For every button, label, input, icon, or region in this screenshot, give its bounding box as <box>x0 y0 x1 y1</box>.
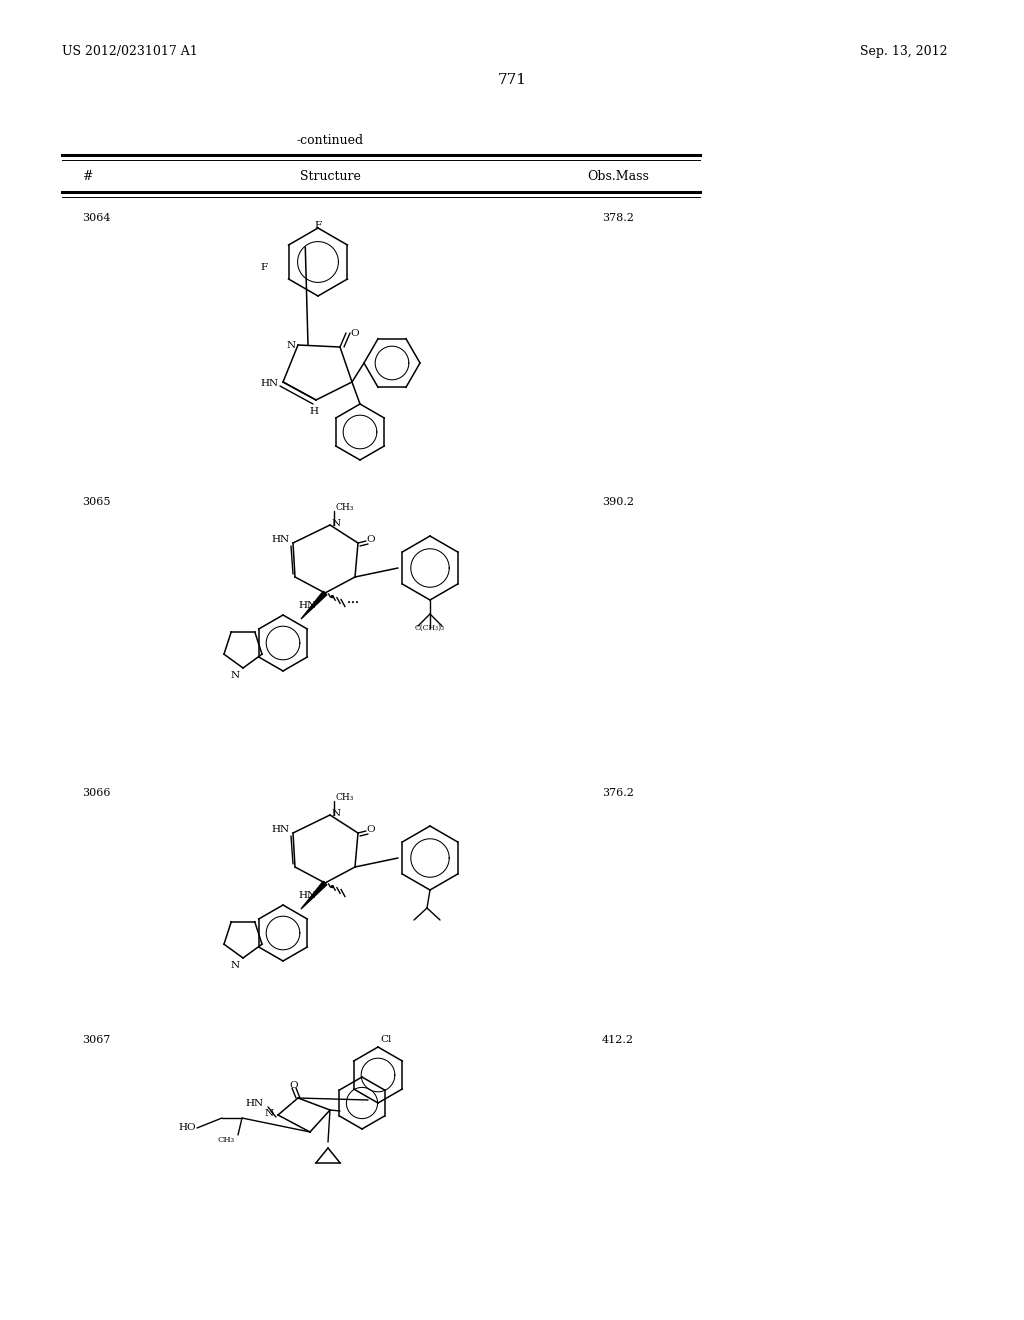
Text: Sep. 13, 2012: Sep. 13, 2012 <box>860 45 947 58</box>
Text: HN: HN <box>272 825 290 834</box>
Text: O: O <box>290 1081 298 1090</box>
Text: HN: HN <box>246 1098 264 1107</box>
Text: •: • <box>328 883 335 894</box>
Text: O: O <box>350 330 358 338</box>
Text: HN: HN <box>272 536 290 544</box>
Text: CH₃: CH₃ <box>218 1137 234 1144</box>
Polygon shape <box>301 882 327 909</box>
Text: •: • <box>328 593 335 603</box>
Text: -continued: -continued <box>296 133 364 147</box>
Text: F: F <box>314 220 322 230</box>
Text: F: F <box>261 264 268 272</box>
Text: US 2012/0231017 A1: US 2012/0231017 A1 <box>62 45 198 58</box>
Text: N: N <box>332 808 341 817</box>
Text: CH₃: CH₃ <box>336 503 354 511</box>
Text: 3066: 3066 <box>82 788 111 799</box>
Text: Cl: Cl <box>380 1035 391 1044</box>
Text: 378.2: 378.2 <box>602 213 634 223</box>
Text: 3064: 3064 <box>82 213 111 223</box>
Text: #: # <box>82 170 92 183</box>
Text: Structure: Structure <box>300 170 360 183</box>
Text: 771: 771 <box>498 73 526 87</box>
Text: N: N <box>332 519 341 528</box>
Text: HO: HO <box>178 1123 196 1133</box>
Text: O: O <box>366 536 375 544</box>
Text: •••: ••• <box>347 599 359 607</box>
Text: N: N <box>265 1110 274 1118</box>
Text: N: N <box>230 961 240 970</box>
Text: HN: HN <box>261 380 279 388</box>
Text: O: O <box>366 825 375 834</box>
Text: CH₃: CH₃ <box>336 792 354 801</box>
Text: 412.2: 412.2 <box>602 1035 634 1045</box>
Text: N: N <box>230 672 240 681</box>
Text: C(CH₃)₃: C(CH₃)₃ <box>415 624 445 632</box>
Text: 390.2: 390.2 <box>602 498 634 507</box>
Text: N: N <box>287 342 296 351</box>
Text: 3067: 3067 <box>82 1035 111 1045</box>
Text: HN: HN <box>299 891 317 899</box>
Polygon shape <box>301 591 327 619</box>
Text: 376.2: 376.2 <box>602 788 634 799</box>
Text: H: H <box>309 408 318 417</box>
Text: HN: HN <box>299 601 317 610</box>
Text: Obs.Mass: Obs.Mass <box>587 170 649 183</box>
Text: 3065: 3065 <box>82 498 111 507</box>
